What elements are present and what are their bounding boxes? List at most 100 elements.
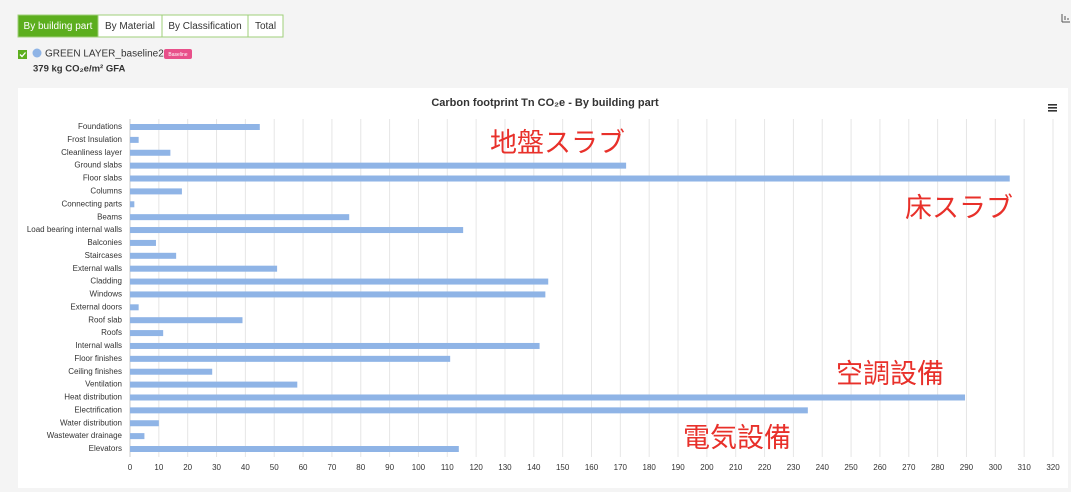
x-tick-label: 0 [128,463,133,472]
bar [130,136,139,143]
y-tick-label: Beams [97,212,122,221]
y-tick-label: Floor slabs [83,174,122,183]
bar [130,342,540,349]
x-tick-label: 210 [729,463,743,472]
y-tick-label: Cladding [90,277,122,286]
y-tick-label: Cleanliness layer [61,148,122,157]
y-tick-label: Ceiling finishes [68,367,122,376]
export-icon[interactable] [1061,14,1070,23]
x-tick-label: 60 [299,463,308,472]
bar [130,149,171,156]
tab-label[interactable]: By Classification [168,21,241,32]
y-tick-label: External walls [73,264,122,273]
bar [130,394,966,401]
annotation: 地盤スラブ [490,128,625,158]
y-tick-label: Roof slab [88,315,122,324]
y-tick-label: External doors [70,302,122,311]
x-tick-label: 160 [585,463,599,472]
bar [130,214,350,221]
x-tick-label: 180 [643,463,657,472]
y-tick-label: Staircases [85,251,122,260]
bar [130,304,139,311]
bar [130,291,546,298]
annotation: 空調設備 [836,359,944,389]
bar [130,278,549,285]
y-tick-label: Foundations [78,122,122,131]
annotation: 電気設備 [683,423,791,453]
x-tick-label: 130 [498,463,512,472]
x-tick-label: 120 [469,463,483,472]
y-tick-label: Roofs [101,328,122,337]
x-tick-label: 290 [960,463,974,472]
legend-dot [32,48,42,58]
legend-summary: 379 kg CO₂e/m² GFA [33,64,126,75]
bar [130,188,182,195]
x-tick-label: 280 [931,463,945,472]
bar [130,381,298,388]
x-tick-label: 70 [327,463,336,472]
x-tick-label: 10 [154,463,163,472]
bar [130,124,260,130]
check [19,52,26,58]
bar [130,446,459,452]
x-tick-label: 150 [556,463,570,472]
x-tick-label: 30 [212,463,221,472]
x-tick-label: 220 [758,463,772,472]
y-tick-label: Windows [90,290,122,299]
y-tick-label: Floor finishes [74,354,122,363]
badge [164,49,192,59]
x-tick-label: 80 [356,463,365,472]
annotation: 床スラブ [905,193,1013,223]
x-tick-label: 100 [412,463,426,472]
bar [130,175,1010,182]
x-tick-label: 20 [183,463,192,472]
bar [130,317,243,324]
y-tick-label: Connecting parts [62,199,122,208]
tab[interactable] [247,14,284,38]
bar [130,265,278,272]
x-tick-label: 170 [614,463,628,472]
bar [130,433,145,440]
bar [130,330,164,337]
bar [130,420,159,427]
bar [130,227,464,234]
bar [130,368,213,375]
y-tick-label: Load bearing internal walls [27,225,122,234]
y-tick-label: Internal walls [75,341,122,350]
badge-label: Baseline [168,52,187,58]
chart-menu[interactable] [1048,104,1057,112]
y-tick-label: Wastewater drainage [47,431,123,440]
y-tick-label: Electrification [74,405,122,414]
bar [130,355,451,362]
bar [130,407,808,414]
tab-label[interactable]: By Material [105,21,155,32]
y-tick-label: Heat distribution [64,393,122,402]
y-tick-label: Ventilation [85,380,122,389]
y-tick-label: Columns [90,187,122,196]
bar [130,201,135,208]
x-tick-label: 250 [844,463,858,472]
y-tick-label: Elevators [89,444,122,453]
x-tick-label: 310 [1017,463,1031,472]
y-tick-label: Balconies [87,238,122,247]
y-tick-label: Ground slabs [74,161,122,170]
x-tick-label: 240 [816,463,830,472]
x-tick-label: 50 [270,463,279,472]
x-tick-label: 270 [902,463,916,472]
bar [130,252,177,259]
x-tick-label: 190 [671,463,685,472]
checkbox[interactable] [18,50,27,59]
tab-label[interactable]: By building part [24,21,93,32]
legend-name: GREEN LAYER_baseline2 [45,49,164,60]
x-tick-label: 230 [787,463,801,472]
x-tick-label: 320 [1046,463,1060,472]
x-tick-label: 40 [241,463,250,472]
y-tick-label: Water distribution [60,418,122,427]
tab-label[interactable]: Total [255,21,276,32]
chart-title: Carbon footprint Tn CO₂e - By building p… [431,97,659,109]
bar [130,162,627,169]
x-tick-label: 140 [527,463,541,472]
x-tick-label: 90 [385,463,394,472]
x-tick-label: 110 [441,463,454,472]
